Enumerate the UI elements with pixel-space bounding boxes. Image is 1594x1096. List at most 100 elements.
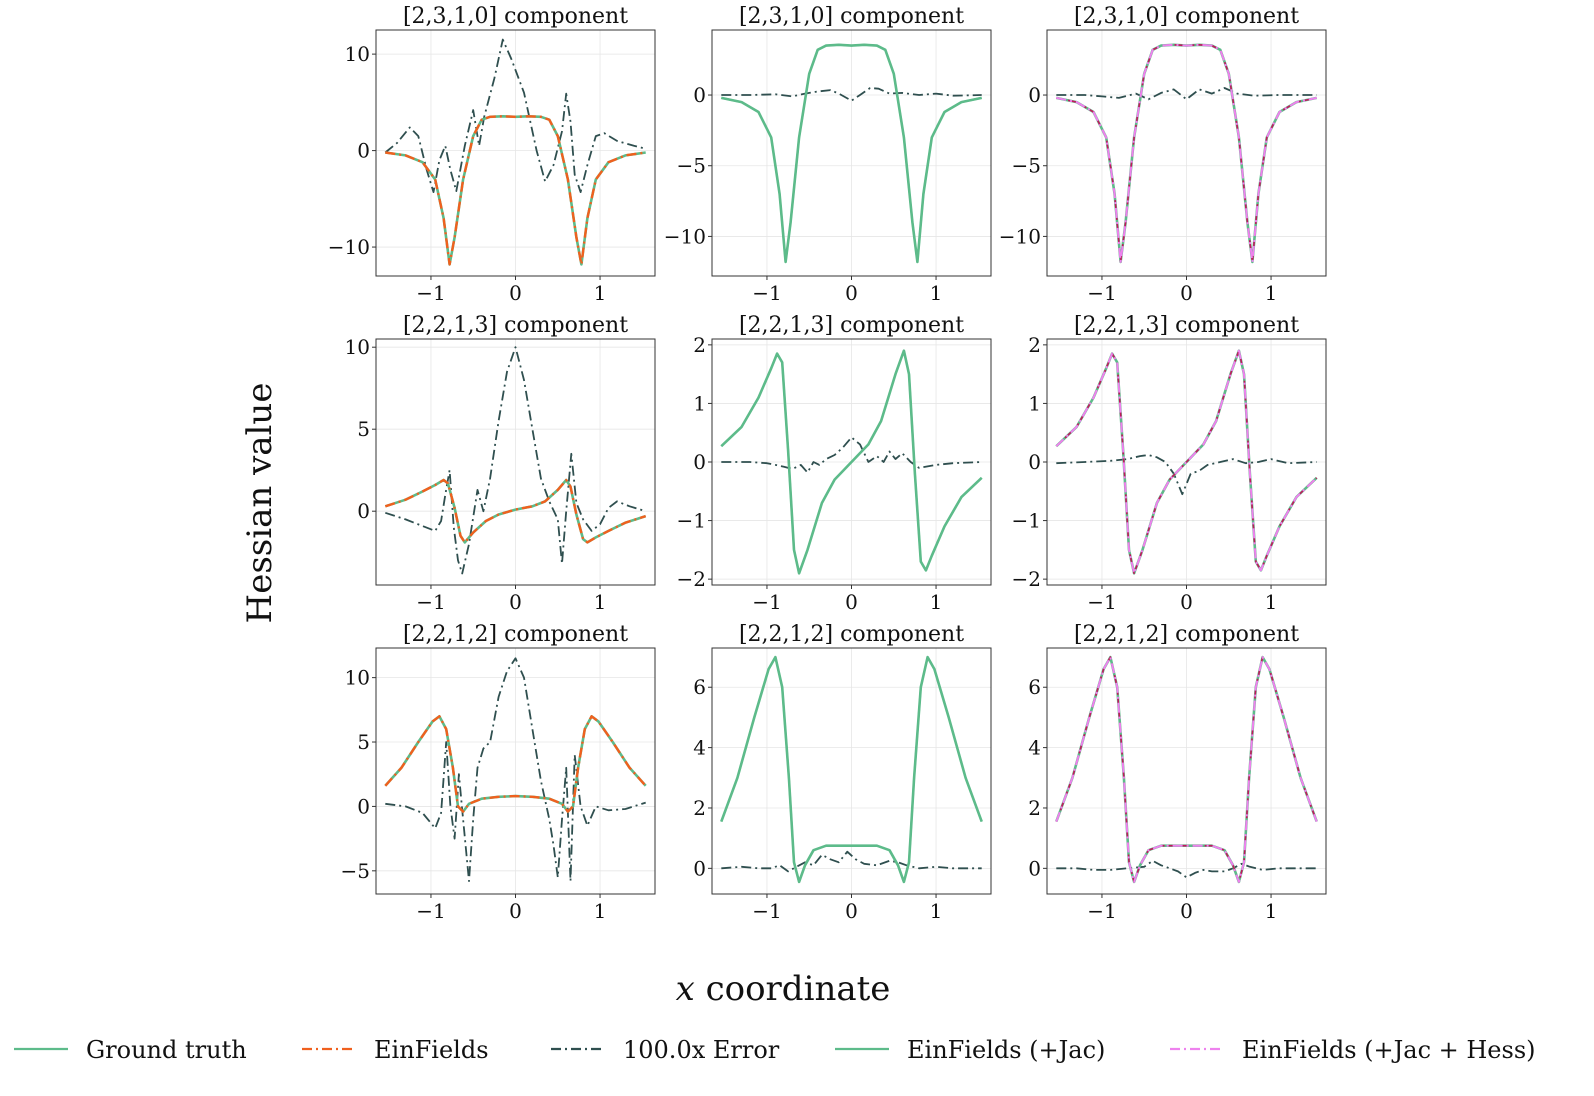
x-tick-label: −1: [752, 590, 781, 614]
y-tick-label: 0: [693, 450, 706, 474]
x-tick-label: −1: [1087, 281, 1116, 305]
legend-label: EinFields (+Jac + Hess): [1242, 1036, 1536, 1064]
y-tick-label: 1: [693, 391, 706, 415]
y-tick-label: 6: [693, 675, 706, 699]
x-tick-label: −1: [416, 281, 445, 305]
y-tick-label: 2: [1028, 333, 1041, 357]
x-tick-label: −1: [752, 281, 781, 305]
y-tick-label: −5: [1012, 154, 1041, 178]
error-series-line: [721, 850, 982, 873]
y-tick-label: 2: [693, 796, 706, 820]
x-tick-label: −1: [752, 899, 781, 923]
x-tick-label: 1: [594, 590, 607, 614]
model-series-line: [384, 478, 647, 544]
panel-title: [2,2,1,2] component: [403, 622, 628, 647]
panel-title: [2,2,1,3] component: [403, 313, 628, 338]
model-series-line: [720, 349, 983, 575]
model-series-line: [721, 43, 982, 263]
model-series-line: [1056, 43, 1317, 263]
x-tick-label: 0: [1180, 281, 1193, 305]
y-tick-label: −10: [328, 235, 370, 259]
x-tick-label: 0: [1180, 899, 1193, 923]
chart-panel: −1 0 1 −2 −1 0 1 2 [2,2,1,3] component: [677, 313, 992, 614]
x-tick-label: −1: [416, 899, 445, 923]
x-tick-label: 1: [930, 899, 943, 923]
y-tick-label: 10: [345, 42, 370, 66]
x-tick-label: −1: [1087, 590, 1116, 614]
y-tick-label: 0: [357, 794, 370, 818]
y-tick-label: 0: [357, 499, 370, 523]
x-tick-label: 0: [509, 590, 522, 614]
y-axis-label: Hessian value: [240, 383, 280, 624]
model-series-line: [1055, 656, 1318, 883]
x-tick-label: 1: [594, 899, 607, 923]
y-tick-label: −2: [677, 567, 706, 591]
panel-title: [2,2,1,2] component: [1074, 622, 1299, 647]
chart-panel: −1 0 1−10−50[2,3,1,0] component: [999, 4, 1327, 305]
legend-item: EinFields: [302, 1036, 489, 1064]
model-series-line: [720, 656, 983, 883]
legend: Ground truth EinFields 100.0x Error EinFiel…: [14, 1036, 1536, 1064]
y-tick-label: 0: [693, 856, 706, 880]
error-series-line: [1056, 87, 1317, 101]
legend-item: EinFields (+Jac + Hess): [1170, 1036, 1536, 1064]
error-series-line: [721, 87, 982, 102]
x-tick-label: 1: [1265, 281, 1278, 305]
x-tick-label: 0: [509, 899, 522, 923]
chart-panel: −1 0 1 −5 0 5 10 [2,2,1,2] component: [341, 622, 656, 923]
y-tick-label: 0: [1028, 450, 1041, 474]
panel-title: [2,2,1,3] component: [1074, 313, 1299, 338]
x-axis-label-italic: x: [676, 969, 695, 1009]
x-axis-label: x coordinate: [676, 969, 891, 1009]
panel-title: [2,2,1,2] component: [739, 622, 964, 647]
y-tick-label: −1: [677, 509, 706, 533]
error-series-line: [1056, 859, 1317, 879]
model-series-line: [385, 115, 646, 266]
y-tick-label: −10: [664, 224, 706, 248]
y-tick-label: 0: [1028, 83, 1041, 107]
panel-title: [2,3,1,0] component: [739, 4, 964, 29]
y-tick-label: 4: [1028, 736, 1041, 760]
chart-panel: −1 0 1 −2 −1 0 1 2 [2,2,1,3] component: [1012, 313, 1327, 614]
x-tick-label: 0: [845, 899, 858, 923]
legend-label: EinFields (+Jac): [907, 1036, 1105, 1064]
y-tick-label: 1: [1028, 391, 1041, 415]
x-tick-label: 0: [845, 281, 858, 305]
x-tick-label: 1: [930, 590, 943, 614]
x-axis-label-rest: coordinate: [695, 969, 891, 1009]
y-tick-label: −5: [341, 859, 370, 883]
y-tick-label: 10: [345, 335, 370, 359]
y-tick-label: 0: [357, 139, 370, 163]
x-tick-label: 0: [845, 590, 858, 614]
legend-label: 100.0x Error: [623, 1036, 780, 1064]
chart-panel: −1 0 1 0 2 4 6 [2,2,1,2] component: [693, 622, 992, 923]
panel-title: [2,3,1,0] component: [403, 4, 628, 29]
x-tick-label: 1: [1265, 899, 1278, 923]
y-tick-label: 5: [357, 417, 370, 441]
legend-item: EinFields (+Jac): [835, 1036, 1105, 1064]
x-tick-label: 0: [509, 281, 522, 305]
panel-title: [2,3,1,0] component: [1074, 4, 1299, 29]
y-tick-label: 0: [693, 83, 706, 107]
legend-label: EinFields: [374, 1036, 489, 1064]
y-tick-label: −1: [1012, 509, 1041, 533]
y-tick-label: −5: [677, 154, 706, 178]
chart-panel: −1 0 1−10−50[2,3,1,0] component: [664, 4, 992, 305]
legend-label: Ground truth: [86, 1036, 247, 1064]
x-tick-label: 1: [594, 281, 607, 305]
y-tick-label: 5: [357, 730, 370, 754]
error-series-line: [721, 436, 982, 474]
legend-item: Ground truth: [14, 1036, 247, 1064]
x-tick-label: 0: [1180, 590, 1193, 614]
error-series-line: [385, 346, 646, 575]
y-tick-label: 10: [345, 666, 370, 690]
y-tick-label: 2: [1028, 796, 1041, 820]
x-tick-label: −1: [1087, 899, 1116, 923]
y-tick-label: 4: [693, 736, 706, 760]
model-series-line: [384, 715, 647, 813]
legend-item: 100.0x Error: [551, 1036, 780, 1064]
x-tick-label: 1: [930, 281, 943, 305]
